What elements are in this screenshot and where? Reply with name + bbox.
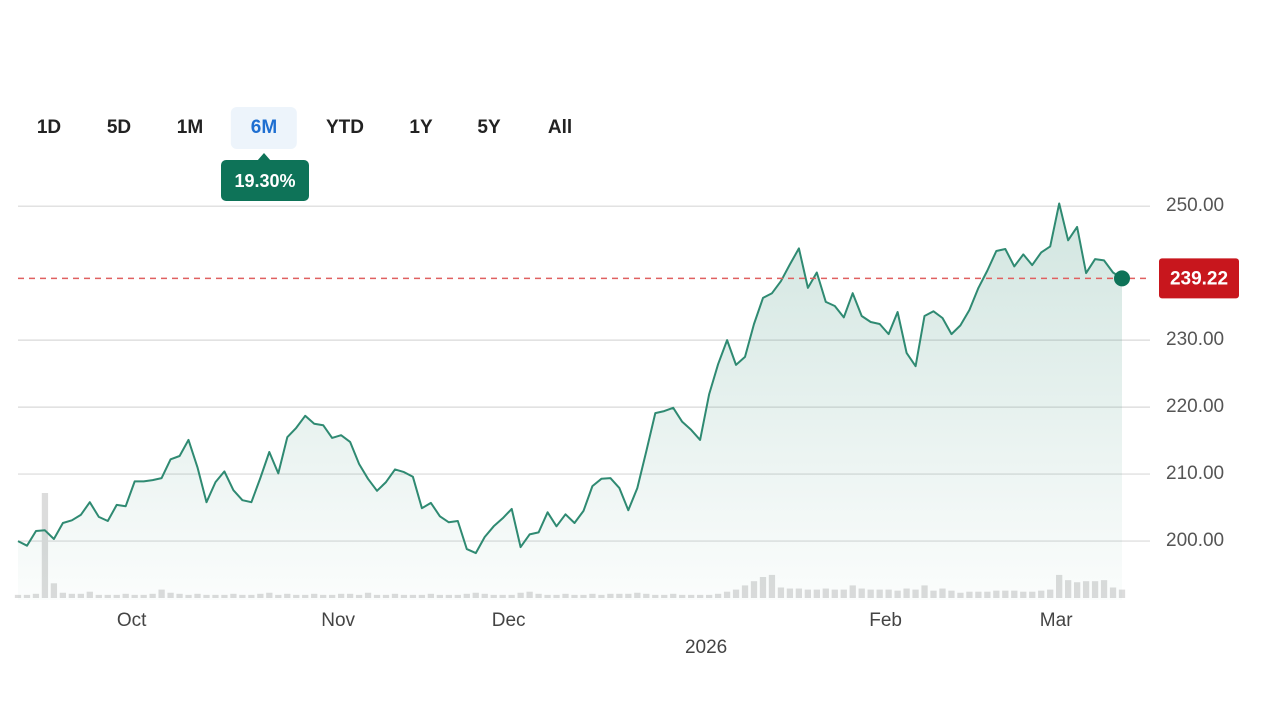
range-button[interactable]: 5D <box>106 117 132 138</box>
range-button[interactable]: 1D <box>36 117 62 138</box>
change-badge-label: 19.30% <box>234 171 295 191</box>
x-tick-label: Mar <box>1040 610 1073 631</box>
change-badge <box>221 160 309 201</box>
range-button[interactable]: 1Y <box>409 117 433 138</box>
x-tick-label: Feb <box>869 610 902 631</box>
x-year-label: 2026 <box>685 637 727 658</box>
range-button[interactable]: YTD <box>326 117 364 138</box>
x-tick-label: Nov <box>321 610 355 631</box>
price-area <box>18 203 1122 600</box>
range-button[interactable]: 1M <box>176 117 204 138</box>
range-button[interactable]: 5Y <box>477 117 501 138</box>
last-price-box <box>1159 258 1239 299</box>
last-price-dot <box>1114 270 1130 287</box>
x-tick-label: Oct <box>117 610 147 631</box>
y-tick-label: 230.00 <box>1166 329 1224 350</box>
badge-pointer <box>257 153 271 161</box>
y-tick-label: 200.00 <box>1166 530 1224 551</box>
y-tick-label: 250.00 <box>1166 195 1224 216</box>
x-tick-label: Dec <box>492 610 526 631</box>
y-tick-label: 220.00 <box>1166 396 1224 417</box>
y-tick-label: 210.00 <box>1166 463 1224 484</box>
price-line <box>17 202 1123 555</box>
range-button[interactable]: 6M <box>230 107 298 149</box>
range-button[interactable]: All <box>547 117 573 138</box>
last-price-label: 239.22 <box>1170 268 1228 289</box>
